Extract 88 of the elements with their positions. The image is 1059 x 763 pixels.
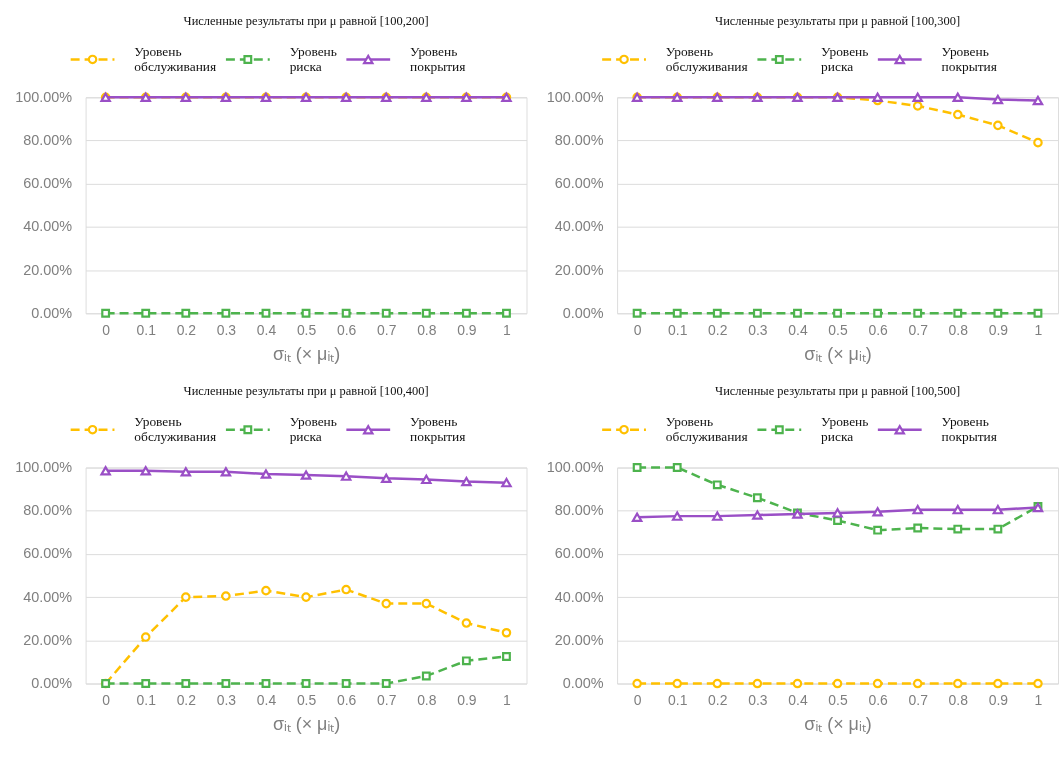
x-axis-title: σᵢₜ (× μᵢₜ) (804, 713, 872, 734)
y-tick-label: 0.00% (31, 674, 73, 691)
legend-label: Уровень покрытия (410, 414, 466, 445)
x-tick-label: 0.6 (868, 691, 889, 708)
x-tick-label: 1 (503, 691, 512, 708)
x-tick-label: 0.2 (176, 691, 197, 708)
x-tick-label: 0.6 (336, 691, 357, 708)
chart-title: Численные результаты при μ равной [100,200] (183, 13, 429, 28)
y-tick-label: 20.00% (554, 261, 604, 278)
x-tick-label: 0.6 (868, 321, 889, 338)
x-tick-label: 0.8 (417, 691, 437, 708)
y-tick-label: 0.00% (562, 674, 604, 691)
y-tick-label: 100.00% (15, 459, 73, 476)
x-tick-label: 0.1 (668, 321, 688, 338)
y-tick-label: 80.00% (23, 131, 73, 148)
x-tick-label: 0 (102, 321, 111, 338)
x-tick-label: 0.7 (377, 691, 397, 708)
x-tick-label: 0.9 (988, 691, 1009, 708)
y-tick-label: 60.00% (554, 175, 604, 192)
x-tick-label: 0 (633, 321, 642, 338)
x-tick-label: 0.2 (176, 321, 197, 338)
x-tick-label: 0.5 (296, 691, 317, 708)
x-tick-label: 0.1 (136, 321, 157, 338)
x-tick-label: 1 (503, 321, 512, 338)
legend-label: Уровень риска (821, 414, 869, 445)
y-tick-label: 80.00% (554, 502, 604, 519)
y-tick-label: 100.00% (15, 88, 73, 105)
legend-label: Уровень обслуживания (665, 414, 748, 445)
x-axis-title: σᵢₜ (× μᵢₜ) (272, 713, 341, 734)
y-tick-label: 60.00% (23, 545, 73, 562)
x-tick-label: 0.4 (788, 321, 808, 338)
x-tick-label: 0.3 (216, 321, 237, 338)
x-tick-label: 0.5 (828, 691, 848, 708)
x-tick-label: 0.2 (708, 321, 728, 338)
y-tick-label: 20.00% (23, 261, 73, 278)
y-tick-label: 40.00% (23, 218, 73, 235)
x-tick-label: 0.4 (256, 321, 277, 338)
x-tick-label: 0.7 (908, 321, 929, 338)
x-axis-title: σᵢₜ (× μᵢₜ) (804, 343, 872, 364)
chart-title: Численные результаты при μ равной [100,500] (715, 383, 961, 398)
y-tick-label: 40.00% (554, 218, 604, 235)
y-tick-label: 40.00% (23, 588, 73, 605)
chart-title: Численные результаты при μ равной [100,300] (715, 13, 961, 28)
x-tick-label: 0.9 (457, 691, 477, 708)
x-tick-label: 0.3 (748, 321, 768, 338)
y-tick-label: 20.00% (23, 631, 73, 648)
x-tick-label: 0.7 (377, 321, 397, 338)
y-tick-label: 100.00% (546, 459, 604, 476)
legend-label: Уровень риска (289, 414, 337, 445)
x-tick-label: 0.3 (748, 691, 768, 708)
x-tick-label: 0.5 (828, 321, 848, 338)
x-tick-label: 0.5 (296, 321, 317, 338)
x-tick-label: 0.1 (668, 691, 688, 708)
x-tick-label: 0.6 (336, 321, 357, 338)
y-tick-label: 60.00% (23, 175, 73, 192)
y-tick-label: 40.00% (554, 588, 604, 605)
x-tick-label: 0.8 (948, 691, 969, 708)
legend-label: Уровень покрытия (941, 43, 997, 74)
x-tick-label: 0.1 (136, 691, 157, 708)
x-tick-label: 0.9 (988, 321, 1009, 338)
legend-label: Уровень обслуживания (134, 43, 217, 74)
legend-label: Уровень риска (289, 43, 337, 74)
legend-label: Уровень риска (821, 43, 869, 74)
x-tick-label: 0.9 (457, 321, 477, 338)
x-tick-label: 0.7 (908, 691, 929, 708)
y-tick-label: 80.00% (554, 131, 604, 148)
x-tick-label: 0.4 (788, 691, 808, 708)
x-tick-label: 0.4 (256, 691, 277, 708)
y-tick-label: 0.00% (562, 304, 604, 321)
chart-title: Численные результаты при μ равной [100,400] (183, 383, 429, 398)
x-tick-label: 1 (1034, 691, 1043, 708)
legend-label: Уровень обслуживания (665, 43, 748, 74)
x-tick-label: 1 (1034, 321, 1043, 338)
y-tick-label: 20.00% (554, 631, 604, 648)
x-tick-label: 0.8 (417, 321, 437, 338)
x-tick-label: 0.8 (948, 321, 969, 338)
x-tick-label: 0.3 (216, 691, 237, 708)
legend-label: Уровень обслуживания (134, 414, 217, 445)
x-tick-label: 0.2 (708, 691, 728, 708)
y-tick-label: 0.00% (31, 304, 73, 321)
x-axis-title: σᵢₜ (× μᵢₜ) (272, 343, 341, 364)
legend-label: Уровень покрытия (941, 414, 997, 445)
x-tick-label: 0 (633, 691, 642, 708)
y-tick-label: 100.00% (546, 88, 604, 105)
y-tick-label: 60.00% (554, 545, 604, 562)
y-tick-label: 80.00% (23, 502, 73, 519)
x-tick-label: 0 (102, 691, 111, 708)
legend-label: Уровень покрытия (410, 43, 466, 74)
